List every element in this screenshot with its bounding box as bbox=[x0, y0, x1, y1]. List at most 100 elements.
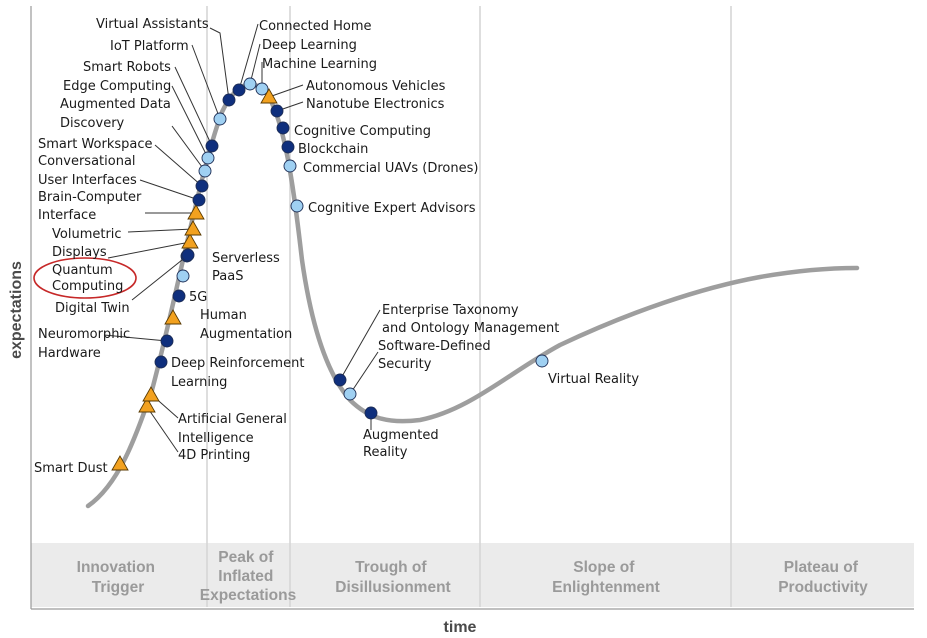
leader-conversational bbox=[139, 179, 200, 201]
tech-label-line: Discovery bbox=[60, 116, 125, 131]
tech-markers bbox=[111, 77, 549, 471]
phase-line: Peak of bbox=[218, 549, 274, 566]
leader-smart-robots bbox=[174, 66, 213, 147]
tech-label-line: Smart Workspace bbox=[38, 137, 153, 152]
tech-marker bbox=[333, 373, 347, 387]
tech-label: Augmented Reality bbox=[363, 428, 439, 460]
tech-marker bbox=[198, 164, 212, 178]
phase-line: Plateau of bbox=[784, 559, 859, 576]
tech-label-line: Smart Robots bbox=[83, 60, 171, 75]
tech-marker bbox=[138, 397, 156, 413]
phase-label-peak: Peak of Inflated Expectations bbox=[200, 549, 296, 604]
tech-label: Volumetric Displays bbox=[52, 227, 122, 260]
tech-label-line: Learning bbox=[171, 375, 227, 390]
tech-label: Conversational User Interfaces bbox=[38, 154, 137, 188]
phase-label-slope: Slope of Enlightenment bbox=[552, 559, 660, 596]
tech-label-line: Interface bbox=[38, 208, 96, 223]
tech-label: IoT Platform bbox=[110, 39, 189, 54]
tech-label-line: Augmentation bbox=[200, 327, 292, 342]
tech-marker bbox=[290, 199, 304, 213]
tech-label: Brain-Computer Interface bbox=[38, 190, 142, 223]
tech-label-line: Quantum bbox=[52, 263, 113, 278]
tech-label-line: Edge Computing bbox=[63, 79, 171, 94]
tech-label-line: Connected Home bbox=[259, 19, 372, 34]
tech-label: 4D Printing bbox=[178, 448, 250, 463]
tech-label-line: Cognitive Expert Advisors bbox=[308, 201, 476, 216]
tech-label-line: Security bbox=[378, 357, 432, 372]
leader-software-defined bbox=[349, 351, 379, 395]
tech-label-line: Reality bbox=[363, 445, 408, 460]
leader-augmented-data bbox=[171, 125, 206, 172]
leader-volumetric bbox=[127, 228, 194, 233]
tech-label: Artificial General Intelligence bbox=[178, 412, 287, 446]
tech-label: Deep Learning bbox=[262, 38, 357, 53]
tech-marker bbox=[187, 204, 205, 220]
tech-label-line: Computing bbox=[52, 279, 123, 294]
y-axis-title: expectations bbox=[8, 261, 25, 359]
tech-label-line: Enterprise Taxonomy bbox=[382, 303, 519, 318]
tech-label: Edge Computing bbox=[63, 79, 171, 94]
leader-digital-twin bbox=[131, 255, 188, 301]
tech-label-line: Conversational bbox=[38, 154, 136, 169]
tech-marker bbox=[111, 455, 129, 471]
tech-marker bbox=[172, 289, 186, 303]
tech-label-line: Machine Learning bbox=[262, 57, 377, 72]
tech-label-line: and Ontology Management bbox=[382, 321, 559, 336]
tech-label: Software-Defined Security bbox=[378, 339, 491, 372]
tech-label-line: Virtual Reality bbox=[548, 372, 639, 387]
tech-marker bbox=[283, 159, 297, 173]
tech-marker bbox=[154, 355, 168, 369]
tech-label-line: Serverless bbox=[212, 251, 280, 266]
tech-marker bbox=[181, 233, 199, 249]
tech-label-line: Deep Reinforcement bbox=[171, 356, 304, 371]
phase-line: Productivity bbox=[778, 579, 868, 596]
tech-label-line: Smart Dust bbox=[34, 461, 108, 476]
tech-label: Autonomous Vehicles bbox=[306, 79, 446, 94]
tech-marker bbox=[281, 140, 295, 154]
tech-label: Serverless bbox=[212, 251, 280, 266]
leader-iot-platform bbox=[191, 44, 221, 120]
tech-label-line: Software-Defined bbox=[378, 339, 491, 354]
tech-label: Blockchain bbox=[298, 142, 368, 157]
tech-label: Virtual Assistants bbox=[96, 17, 209, 32]
tech-label-line: Deep Learning bbox=[262, 38, 357, 53]
tech-marker bbox=[176, 269, 190, 283]
tech-marker bbox=[142, 386, 160, 402]
tech-label: Enterprise Taxonomy and Ontology Manageme… bbox=[382, 303, 559, 336]
tech-label-line: Augmented bbox=[363, 428, 439, 443]
leader-neuromorphic bbox=[103, 334, 168, 342]
phase-line: Expectations bbox=[200, 587, 296, 604]
tech-label-line: Hardware bbox=[38, 346, 101, 361]
tech-label-line: Volumetric bbox=[52, 227, 122, 242]
tech-marker bbox=[195, 179, 209, 193]
tech-label: PaaS bbox=[212, 269, 243, 284]
tech-marker bbox=[184, 220, 202, 236]
leader-enterprise-taxonomy bbox=[339, 309, 381, 381]
tech-label: Smart Dust bbox=[34, 461, 108, 476]
leader-lines bbox=[103, 23, 381, 453]
leader-autonomous-vehicles bbox=[268, 84, 304, 98]
tech-marker bbox=[260, 88, 278, 104]
tech-label: 5G bbox=[189, 290, 207, 305]
quantum-computing-highlight bbox=[33, 257, 137, 299]
tech-label-line: Artificial General bbox=[178, 412, 287, 427]
phase-line: Inflated bbox=[218, 568, 273, 585]
leader-virtual-assistants bbox=[209, 27, 230, 101]
phase-line: Trigger bbox=[92, 579, 145, 596]
tech-marker bbox=[232, 83, 246, 97]
tech-label-line: Digital Twin bbox=[55, 301, 130, 316]
tech-label: Smart Workspace bbox=[38, 137, 153, 152]
tech-label: Digital Twin bbox=[55, 301, 130, 316]
tech-label: Machine Learning bbox=[262, 57, 377, 72]
leader-4d-printing bbox=[146, 406, 179, 453]
tech-label: Cognitive Computing bbox=[294, 124, 431, 139]
tech-labels: Smart Dust 4D Printing Artificial Genera… bbox=[34, 17, 639, 476]
tech-label-line: Nanotube Electronics bbox=[306, 97, 445, 112]
tech-label-line: Displays bbox=[52, 245, 107, 260]
x-axis-title: time bbox=[444, 619, 477, 636]
tech-label-line: Commercial UAVs (Drones) bbox=[303, 161, 478, 176]
tech-marker bbox=[164, 309, 182, 325]
tech-marker bbox=[222, 93, 236, 107]
tech-label: Cognitive Expert Advisors bbox=[308, 201, 476, 216]
